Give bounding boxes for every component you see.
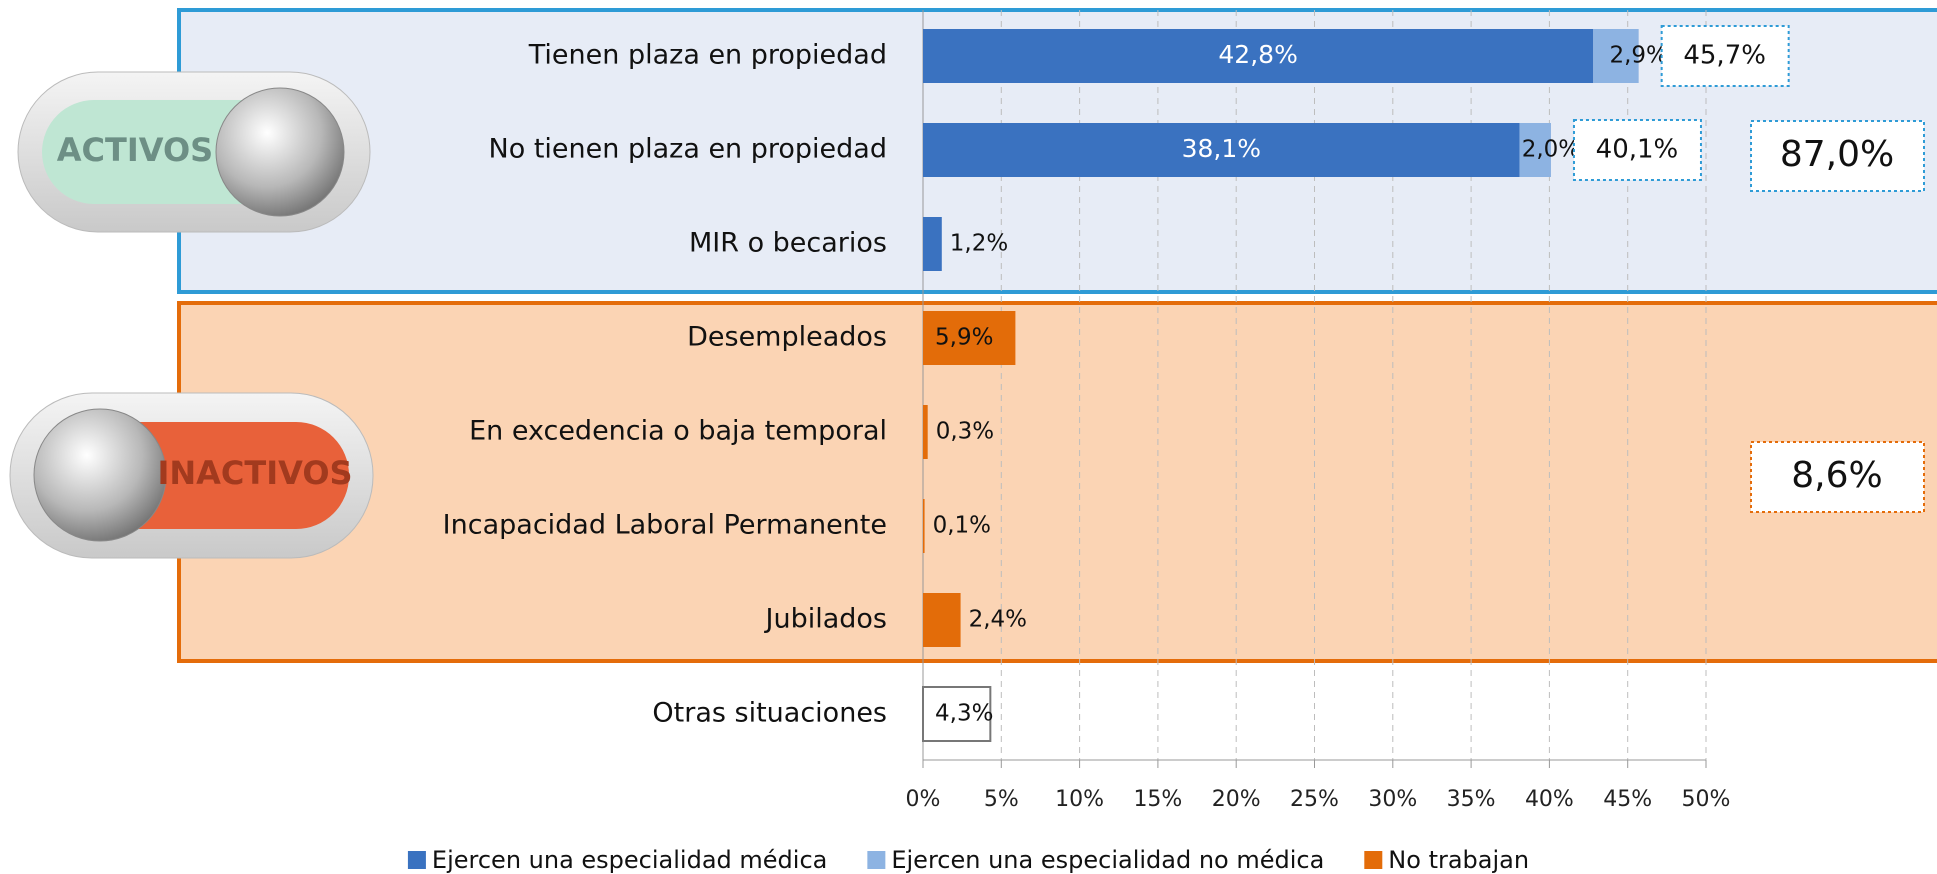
inactivos-panel [177, 301, 1937, 663]
value-label: 4,3% [935, 701, 993, 727]
legend-label: Ejercen una especialidad no médica [891, 846, 1324, 874]
x-tick-label: 40% [1525, 787, 1574, 812]
value-label: 2,9% [1609, 43, 1667, 69]
activos-toggle: ACTIVOS [17, 71, 371, 233]
bar [923, 405, 928, 459]
group-total-label: 87,0% [1780, 134, 1894, 175]
x-tick-label: 35% [1447, 787, 1496, 812]
value-label: 5,9% [935, 325, 993, 351]
group-name: INACTIVOS [157, 454, 352, 492]
x-tick-label: 30% [1368, 787, 1417, 812]
bar [923, 593, 961, 647]
legend-swatch [407, 851, 426, 869]
legend: Ejercen una especialidad médica Ejercen u… [407, 846, 1529, 874]
value-label: 0,3% [936, 419, 994, 445]
x-tick-label: 15% [1133, 787, 1182, 812]
value-label: 42,8% [1218, 40, 1297, 69]
value-label: 2,0% [1522, 137, 1580, 163]
row-label: En excedencia o baja temporal [469, 416, 887, 447]
x-tick-label: 10% [1055, 787, 1104, 812]
total-label: 45,7% [1683, 41, 1766, 71]
bar [923, 217, 942, 271]
total-box [1572, 119, 1702, 181]
row-label: No tienen plaza en propiedad [489, 134, 887, 165]
bar [1519, 123, 1551, 177]
row-label: Jubilados [764, 604, 888, 635]
bar [923, 29, 1594, 83]
bar [923, 123, 1520, 177]
x-tick-label: 5% [984, 787, 1019, 812]
value-label: 0,1% [933, 513, 991, 539]
legend-swatch [1364, 851, 1383, 869]
row-label: Tienen plaza en propiedad [528, 40, 887, 71]
legend-label: No trabajan [1388, 846, 1529, 874]
total-label: 40,1% [1596, 135, 1679, 165]
value-label: 2,4% [969, 607, 1027, 633]
group-total-box [1750, 120, 1925, 192]
value-label: 1,2% [950, 231, 1008, 257]
x-tick-label: 0% [906, 787, 941, 812]
x-tick-label: 20% [1212, 787, 1261, 812]
row-label: Incapacidad Laboral Permanente [443, 510, 887, 541]
x-tick-label: 50% [1682, 787, 1731, 812]
group-total-label: 8,6% [1791, 455, 1882, 496]
row-label: Otras situaciones [652, 698, 887, 729]
bar [922, 686, 992, 742]
value-label: 38,1% [1182, 134, 1261, 163]
total-box [1660, 25, 1790, 87]
bar [1593, 29, 1639, 83]
x-tick-label: 25% [1290, 787, 1339, 812]
group-name: ACTIVOS [57, 131, 213, 169]
row-label: MIR o becarios [689, 228, 887, 259]
row-label: Desempleados [687, 322, 887, 353]
group-total-box [1750, 441, 1925, 513]
bar [923, 499, 925, 553]
inactivos-toggle: INACTIVOS [9, 392, 374, 559]
legend-swatch [867, 851, 886, 869]
x-tick-label: 45% [1603, 787, 1652, 812]
bar [923, 311, 1016, 365]
legend-label: Ejercen una especialidad médica [432, 846, 827, 874]
